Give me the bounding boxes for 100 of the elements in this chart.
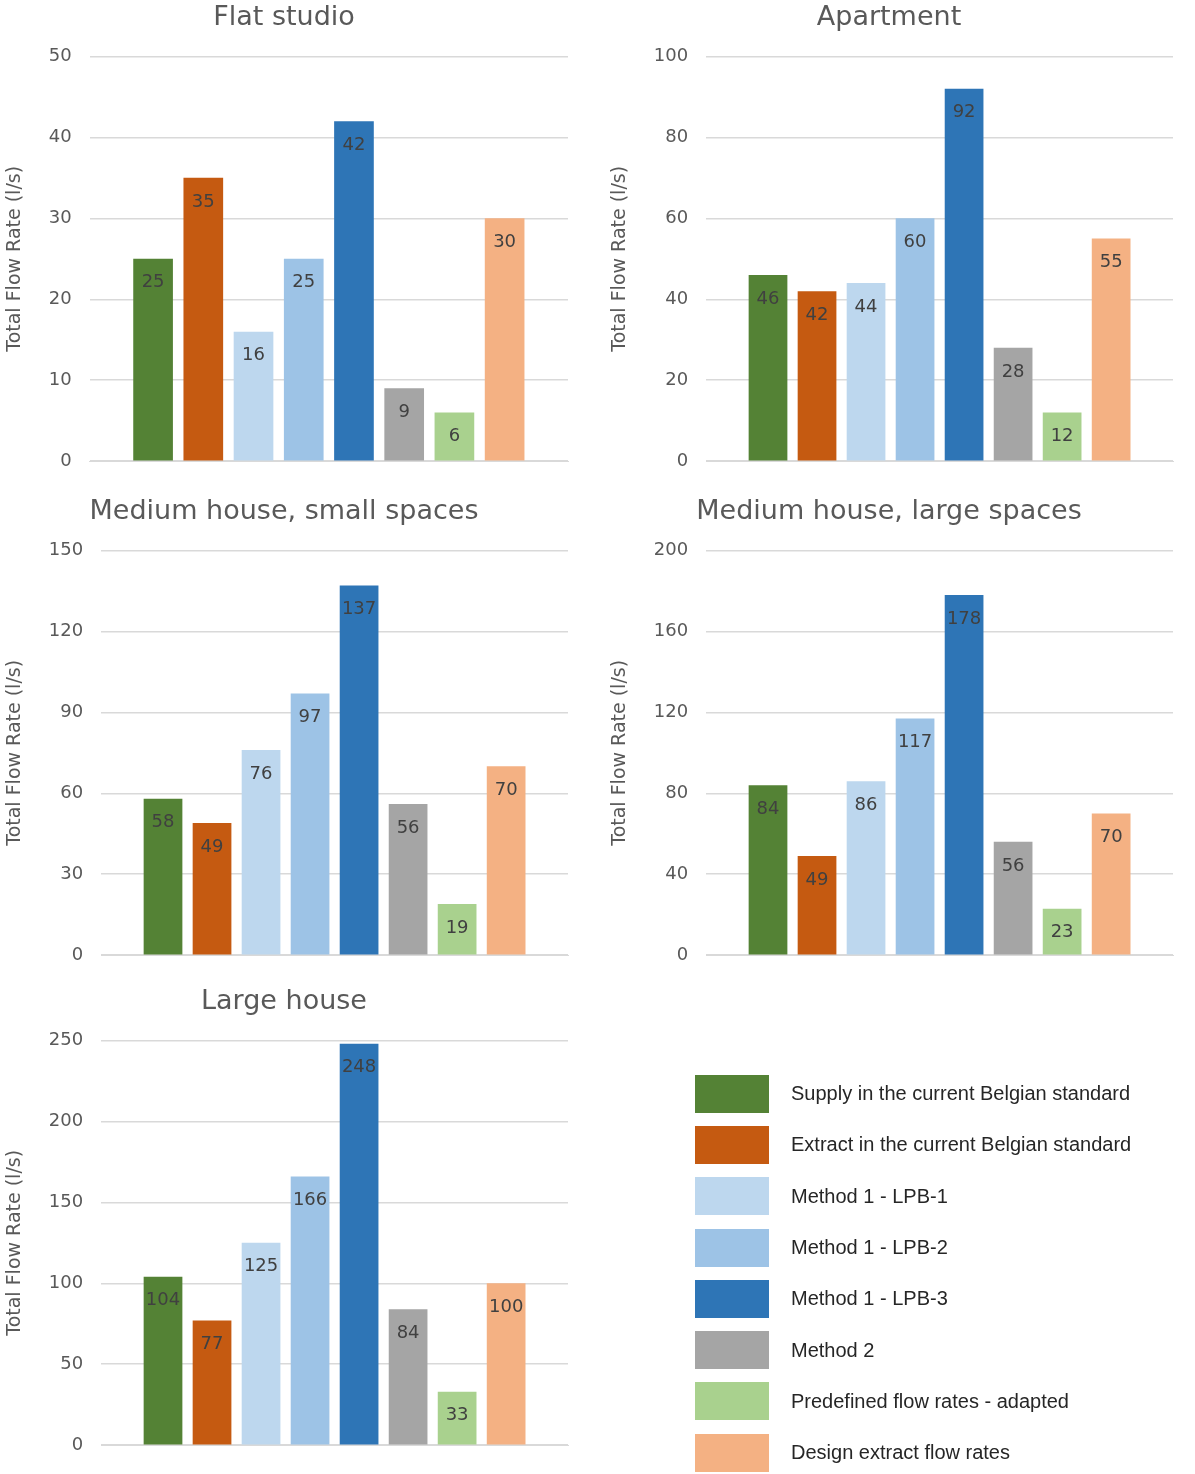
data-label: 84 (756, 796, 780, 818)
data-label: 70 (494, 777, 518, 799)
y-axis-title: Total Flow Rate (l/s) (607, 659, 630, 847)
y-tick-label: 40 (48, 125, 72, 147)
data-label: 25 (292, 270, 316, 292)
data-label: 56 (1001, 853, 1025, 875)
legend-label: Method 1 - LPB-2 (791, 1236, 948, 1260)
y-tick-label: 90 (60, 699, 84, 721)
bar (748, 274, 788, 461)
data-label: 248 (341, 1055, 377, 1077)
bar (192, 1320, 232, 1445)
chart-title: Apartment (816, 0, 962, 32)
data-label: 137 (341, 597, 377, 619)
data-label: 19 (445, 915, 469, 937)
bar (290, 693, 330, 955)
data-label: 56 (396, 815, 420, 837)
bar (388, 804, 428, 955)
bar (437, 903, 477, 955)
data-label: 104 (145, 1288, 181, 1310)
bar (334, 121, 374, 461)
data-label: 49 (200, 834, 224, 856)
bar (895, 218, 935, 461)
data-label: 33 (445, 1403, 469, 1425)
y-tick-label: 0 (71, 1432, 84, 1454)
y-tick-label: 250 (48, 1028, 84, 1050)
data-label: 60 (903, 229, 927, 251)
bar (486, 1283, 526, 1445)
bar (183, 177, 224, 461)
legend-label: Extract in the current Belgian standard (791, 1133, 1132, 1157)
bar (1091, 813, 1131, 955)
y-tick-label: 120 (48, 619, 84, 641)
data-label: 42 (342, 132, 366, 154)
bar (748, 785, 788, 955)
bar (944, 594, 984, 955)
data-label: 76 (249, 761, 273, 783)
chart-title: Medium house, small spaces (89, 494, 479, 526)
bar (797, 856, 837, 955)
bar (895, 718, 935, 955)
bar (339, 585, 379, 955)
y-tick-label: 150 (48, 1189, 84, 1211)
chart-title: Medium house, large spaces (696, 494, 1082, 526)
bar (797, 291, 837, 461)
y-tick-label: 200 (653, 538, 689, 560)
bar (339, 1043, 379, 1445)
y-tick-label: 80 (665, 780, 689, 802)
data-label: 28 (1001, 359, 1025, 381)
data-label: 46 (756, 286, 780, 308)
data-label: 86 (854, 792, 878, 814)
y-tick-label: 50 (60, 1351, 84, 1373)
data-label: 70 (1099, 825, 1123, 847)
bar (388, 1309, 428, 1445)
legend-label: Predefined flow rates - adapted (791, 1389, 1069, 1413)
y-axis-title: Total Flow Rate (l/s) (2, 1149, 25, 1337)
bar (846, 283, 886, 461)
data-label: 23 (1050, 920, 1074, 942)
y-tick-label: 0 (60, 448, 72, 470)
data-label: 100 (488, 1294, 524, 1316)
bar (283, 258, 324, 461)
y-tick-label: 150 (48, 538, 84, 560)
y-tick-label: 120 (653, 699, 689, 721)
y-tick-label: 20 (48, 286, 72, 308)
data-label: 12 (1050, 424, 1074, 446)
bar (241, 750, 281, 955)
data-label: 35 (191, 189, 215, 211)
data-label: 55 (1099, 250, 1123, 272)
y-tick-label: 160 (653, 619, 689, 641)
y-axis-title: Total Flow Rate (l/s) (2, 659, 25, 847)
bar (484, 218, 525, 461)
y-tick-label: 40 (665, 861, 689, 883)
y-tick-label: 80 (665, 125, 689, 147)
y-tick-label: 0 (676, 942, 689, 964)
data-label: 49 (805, 867, 829, 889)
data-label: 77 (200, 1332, 224, 1354)
data-label: 97 (298, 705, 322, 727)
bar (434, 412, 475, 461)
bar (192, 822, 232, 955)
legend-label: Supply in the current Belgian standard (791, 1082, 1131, 1106)
bar (133, 258, 173, 461)
y-tick-label: 0 (71, 942, 84, 964)
data-label: 44 (854, 294, 878, 316)
data-label: 6 (448, 424, 461, 446)
y-tick-label: 30 (48, 205, 72, 227)
bar (846, 781, 886, 955)
bar (384, 388, 425, 461)
data-label: 125 (243, 1254, 279, 1276)
data-label: 84 (396, 1320, 420, 1342)
y-axis-title: Total Flow Rate (l/s) (607, 165, 630, 353)
bar (486, 766, 526, 955)
bar (143, 1276, 183, 1445)
bar (437, 1391, 477, 1445)
legend-label: Method 1 - LPB-3 (791, 1287, 948, 1311)
bar (993, 841, 1033, 955)
y-tick-label: 50 (48, 44, 72, 66)
y-tick-label: 40 (665, 286, 689, 308)
bar (1091, 238, 1131, 461)
chart-title: Large house (201, 984, 367, 1016)
data-label: 42 (805, 302, 829, 324)
data-label: 166 (292, 1188, 328, 1210)
bar (993, 347, 1033, 461)
data-label: 9 (398, 400, 410, 422)
